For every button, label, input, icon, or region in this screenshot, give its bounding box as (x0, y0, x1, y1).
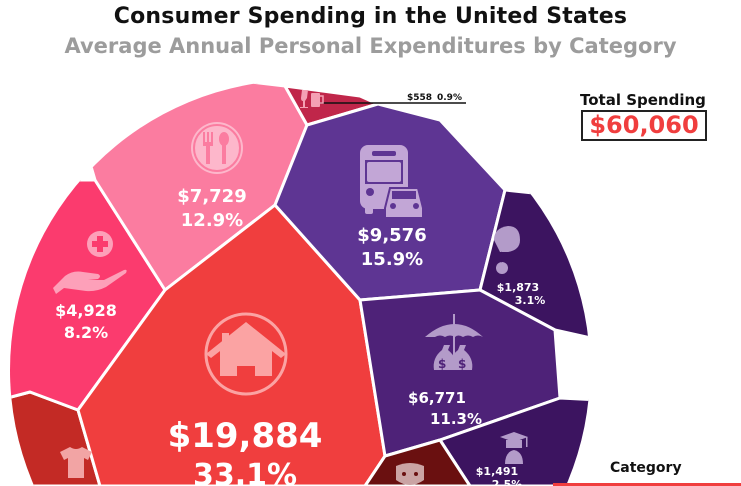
chart-subtitle: Average Annual Personal Expenditures by … (64, 34, 677, 58)
insurance-percent-label: 11.3% (430, 410, 482, 428)
umbrella-money-icon: $ $ (425, 314, 483, 371)
transportation-percent-label: 15.9% (361, 249, 423, 270)
svg-text:$: $ (438, 357, 446, 371)
healthcare-value-label: $4,928 (55, 301, 117, 320)
theater-masks-icon (396, 463, 424, 485)
alcohol-percent-label: 0.9% (437, 93, 462, 103)
healthcare-percent-label: 8.2% (64, 323, 108, 342)
food-percent-label: 12.9% (181, 210, 243, 231)
tshirt-icon (60, 447, 92, 478)
education-value-label: $1,491 (476, 465, 518, 478)
wine-beer-icon (300, 90, 324, 108)
hand-medical-icon (53, 231, 127, 294)
chart-title: Consumer Spending in the United States (113, 4, 628, 29)
hand-coin-icon (494, 226, 520, 274)
total-spending-label: Total Spending (580, 91, 706, 109)
bus-car-icon (360, 145, 424, 219)
food-value-label: $7,729 (177, 186, 246, 207)
transportation-value-label: $9,576 (357, 225, 426, 246)
legend-title: Category (610, 460, 682, 476)
fork-spoon-icon (191, 122, 243, 174)
housing-percent-label: 33.1% (193, 458, 297, 486)
slice-entertainment[interactable] (363, 438, 472, 486)
cash-contributions-percent-label: 3.1% (515, 294, 546, 307)
total-spending-value: $60,060 (581, 110, 707, 141)
house-icon (204, 312, 288, 396)
education-percent-label: 2.5% (492, 478, 523, 486)
legend-bar-housing[interactable] (553, 483, 741, 486)
housing-value-label: $19,884 (168, 416, 323, 456)
insurance-value-label: $6,771 (408, 389, 466, 407)
graduate-icon (500, 432, 528, 464)
cash-contributions-value-label: $1,873 (497, 281, 539, 294)
alcohol-value-label: $558 (407, 93, 432, 103)
svg-text:$: $ (458, 357, 466, 371)
